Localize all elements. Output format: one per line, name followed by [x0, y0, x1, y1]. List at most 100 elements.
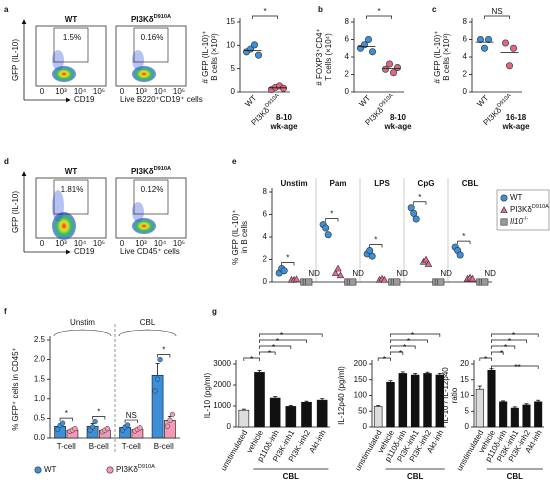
age-note: wk-age: [269, 122, 298, 131]
sig-label: *: [97, 408, 100, 417]
bar: [373, 406, 383, 428]
flow-tick: 10⁴: [74, 239, 87, 248]
y-axis-label: in B cells: [240, 221, 249, 253]
flow-tick: 10³: [55, 87, 67, 96]
panel-letter: a: [4, 5, 9, 14]
sig-bracket: [243, 357, 260, 361]
data-point: [59, 420, 66, 426]
y-tick-label: 8: [345, 17, 350, 26]
legend-label: Il10-/-: [510, 216, 528, 226]
data-point: [480, 44, 488, 52]
sig-bracket: [491, 333, 539, 337]
y-tick-label: 1.0: [34, 394, 46, 403]
sig-bracket: [390, 351, 404, 355]
data-point: [385, 60, 393, 68]
group-label: Unstim: [280, 179, 307, 188]
panel-letter: f: [4, 307, 7, 316]
data-point: [468, 274, 477, 282]
data-point: [124, 422, 131, 428]
flow-ylabel: GFP (IL-10): [11, 39, 20, 81]
data-point: [364, 35, 372, 43]
flow-title: WT: [65, 167, 78, 176]
y-tick-label: 150: [354, 375, 368, 384]
sig-bracket: [259, 333, 323, 337]
group-label: CpG: [418, 179, 435, 188]
sig-label: *: [462, 232, 465, 241]
bar: [522, 404, 531, 428]
sig-bracket: [491, 365, 539, 369]
flow-tick: 10⁵: [173, 87, 185, 96]
y-tick-label: 0.5: [34, 414, 46, 423]
bar: [487, 369, 496, 428]
y-tick-label: 2.0: [34, 355, 46, 364]
flow-cloud: [132, 202, 144, 222]
legend-label-base: PI3Kδ: [510, 205, 532, 214]
sig-bracket: [479, 357, 492, 361]
data-point: [89, 424, 96, 430]
data-point: [280, 267, 288, 275]
x-tick-label: B-cell: [154, 442, 174, 451]
nd-label: ND: [440, 269, 452, 278]
y-tick-label: 2.5: [34, 335, 46, 344]
sig-bracket: [390, 339, 428, 343]
y-tick-label: 2: [263, 255, 268, 264]
flow-tick: 10³: [135, 87, 147, 96]
bar: [151, 374, 164, 439]
flow-tick: 10³: [55, 239, 67, 248]
legend-label: WT: [510, 193, 523, 202]
y-tick-label: 2: [345, 70, 350, 79]
flow-cloud: [52, 66, 76, 82]
flow-title-base: PI3Kδ: [131, 167, 154, 176]
sig-bracket: [491, 345, 516, 349]
flow-tick: 10³: [135, 239, 147, 248]
data-point: [106, 466, 114, 474]
group-label: CBL: [462, 179, 479, 188]
flow-ylabel: GFP (IL-10): [11, 191, 20, 233]
data-point: [368, 48, 376, 56]
data-point: [501, 39, 509, 47]
sig-label: *: [411, 331, 414, 340]
y-axis-label: IL-10 / IL-12p40: [441, 367, 450, 424]
bar: [510, 407, 519, 428]
sig-label: *: [418, 193, 421, 202]
legend-label-sup: D910A: [138, 464, 155, 470]
sig-label: *: [383, 355, 386, 364]
y-tick-label: 0: [227, 422, 232, 431]
y-tick-label: 6: [463, 35, 468, 44]
flow-population: Live B220⁺CD19⁺ cells: [120, 95, 203, 104]
x-tick-label-sup: D910A: [265, 93, 282, 110]
data-point: [334, 264, 342, 272]
y-tick-label: 10: [226, 40, 235, 49]
y-tick-label: 5: [231, 64, 236, 73]
sig-bracket: [377, 357, 391, 361]
x-tick-label: WT: [475, 93, 490, 108]
y-tick-label: 6: [263, 210, 268, 219]
data-point: [324, 231, 332, 239]
data-point: [349, 278, 357, 286]
x-tick-label-sup: D910A: [497, 93, 514, 110]
sig-label: NS: [491, 7, 502, 16]
bar: [269, 397, 281, 428]
sig-label: *: [504, 343, 507, 352]
sig-bracket: [484, 15, 510, 19]
data-point: [509, 44, 517, 52]
data-point: [292, 275, 301, 283]
sig-bracket: [491, 339, 527, 343]
sig-label: *: [286, 254, 289, 263]
y-tick-label: 0: [345, 87, 350, 96]
flow-cloud: [132, 50, 144, 70]
flow-gate: [53, 27, 89, 63]
bar: [398, 373, 408, 428]
flow-tick: 10⁵: [173, 239, 185, 248]
y-tick-label: 4: [345, 52, 350, 61]
sig-bracket: [390, 333, 441, 337]
sig-label: *: [276, 337, 279, 346]
data-point: [34, 466, 42, 474]
data-point: [500, 206, 508, 213]
legend-label-sup: -/-: [523, 216, 528, 222]
data-point: [389, 69, 397, 77]
data-point: [279, 84, 287, 92]
sig-bracket: [390, 345, 416, 349]
age-note: 8-10: [276, 113, 293, 122]
